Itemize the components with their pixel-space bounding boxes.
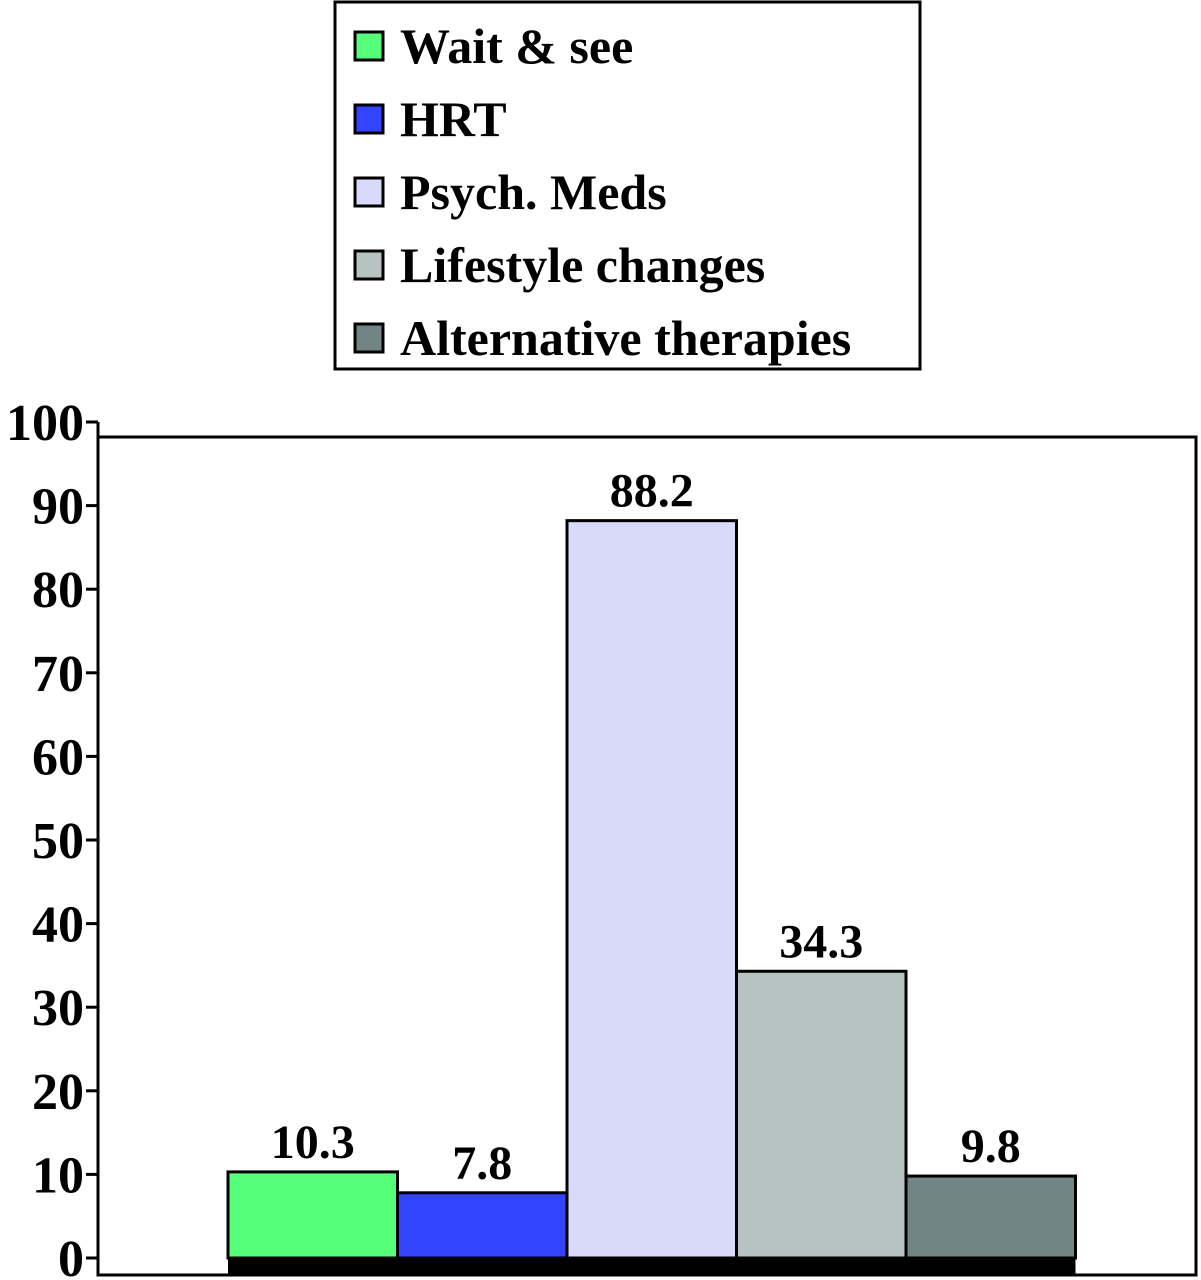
legend-label: Wait & see <box>400 18 633 74</box>
legend-box <box>333 0 922 371</box>
bar <box>226 1170 399 1260</box>
y-tick-label: 0 <box>58 1231 84 1280</box>
legend-label: Psych. Meds <box>400 164 667 220</box>
legend-swatch <box>353 30 385 62</box>
bars <box>226 519 1077 1260</box>
y-tick-label: 70 <box>32 646 84 703</box>
bar <box>735 969 908 1260</box>
legend-swatch <box>353 103 385 135</box>
y-tick-label: 40 <box>32 897 84 954</box>
legend-label: HRT <box>400 91 507 147</box>
bar <box>396 1191 569 1260</box>
data-label: 7.8 <box>452 1137 512 1190</box>
y-tick-label: 30 <box>32 980 84 1037</box>
bar <box>565 519 738 1260</box>
data-label: 88.2 <box>610 465 694 518</box>
y-tick-label: 100 <box>6 395 84 452</box>
data-labels: 10.3 7.8 88.2 34.3 9.8 <box>271 465 1021 1190</box>
y-tick-label: 80 <box>32 562 84 619</box>
y-tick-label: 90 <box>32 479 84 536</box>
data-label: 10.3 <box>271 1116 355 1169</box>
y-tick-label: 60 <box>32 729 84 786</box>
bar <box>904 1174 1077 1260</box>
legend-label: Alternative therapies <box>400 310 851 366</box>
baseline-bar <box>228 1258 1076 1275</box>
y-tick-label: 10 <box>32 1147 84 1204</box>
legend-swatch <box>353 322 385 354</box>
legend-label: Lifestyle changes <box>400 237 765 293</box>
y-axis: 0 10 20 30 40 50 60 70 80 90 100 <box>6 395 100 1280</box>
legend-swatch <box>353 176 385 208</box>
legend: Wait & see HRT Psych. Meds Lifestyle change… <box>333 0 922 371</box>
data-label: 34.3 <box>779 915 863 968</box>
y-tick-label: 50 <box>32 813 84 870</box>
y-tick-label: 20 <box>32 1064 84 1121</box>
legend-swatch <box>353 249 385 281</box>
data-label: 9.8 <box>961 1120 1021 1173</box>
